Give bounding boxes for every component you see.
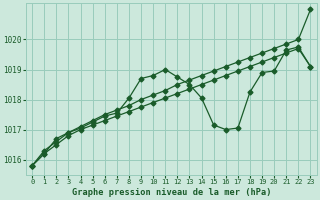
X-axis label: Graphe pression niveau de la mer (hPa): Graphe pression niveau de la mer (hPa) <box>72 188 271 197</box>
